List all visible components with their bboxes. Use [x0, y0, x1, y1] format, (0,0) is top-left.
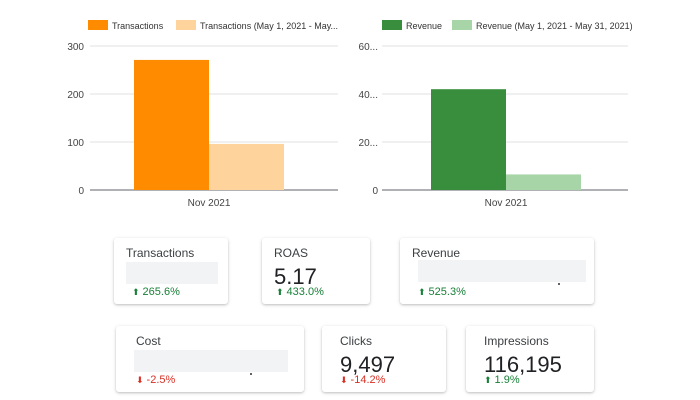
y-tick-label: 300	[67, 42, 84, 53]
y-tick-label: 0	[372, 186, 378, 197]
bar-1-1	[506, 174, 581, 190]
delta-value: -14.2%	[350, 374, 386, 386]
y-tick-label: 200	[67, 90, 84, 101]
legend-label: Transactions (May 1, 2021 - May...	[200, 21, 338, 31]
legend-label: Revenue	[406, 21, 442, 31]
redaction-dot	[250, 373, 252, 375]
bar-0-1	[209, 143, 284, 190]
y-tick-label: 20...	[359, 138, 378, 149]
redacted-value	[134, 350, 288, 375]
delta-value: 525.3%	[428, 286, 466, 298]
bar-1-0	[431, 89, 506, 190]
arrow-up-icon: ⬆	[484, 375, 492, 385]
arrow-up-icon: ⬆	[418, 287, 426, 297]
scorecard-title: Transactions	[126, 246, 195, 260]
legend-label: Transactions	[112, 21, 164, 31]
scorecard-revenue[interactable]: Revenue ⬆ 525.3%	[400, 238, 594, 304]
scorecard-title: Revenue	[412, 246, 461, 260]
scorecard-transactions[interactable]: Transactions ⬆ 265.6%	[114, 238, 228, 304]
arrow-up-icon: ⬆	[132, 287, 140, 297]
scorecard-cost[interactable]: Cost ⬇ -2.5%	[116, 326, 304, 392]
scorecard-value: 116,195	[484, 352, 562, 377]
legend-swatch	[382, 20, 402, 30]
scorecard-impressions[interactable]: Impressions 116,195 ⬆ 1.9%	[466, 326, 594, 392]
scorecard-value: 5.17	[274, 264, 317, 289]
scorecard-clicks[interactable]: Clicks 9,497 ⬇ -14.2%	[322, 326, 446, 392]
legend-swatch	[176, 20, 196, 30]
y-tick-label: 40...	[359, 90, 378, 101]
redaction-dot	[558, 283, 560, 285]
redacted-value	[418, 260, 586, 285]
scorecard-roas[interactable]: ROAS 5.17 ⬆ 433.0%	[262, 238, 370, 304]
legend-swatch	[88, 20, 108, 30]
y-tick-label: 0	[78, 186, 84, 197]
scorecard-title: Cost	[136, 334, 161, 348]
arrow-up-icon: ⬆	[276, 287, 284, 297]
redacted-value	[126, 262, 218, 284]
scorecard-delta: ⬆ 433.0%	[276, 286, 324, 298]
x-tick-label: Nov 2021	[485, 198, 528, 209]
scorecard-delta: ⬆ 1.9%	[484, 374, 520, 386]
scorecard-title: ROAS	[274, 246, 309, 260]
delta-value: 1.9%	[494, 374, 520, 386]
scorecard-delta: ⬇ -14.2%	[340, 374, 385, 386]
y-tick-label: 60...	[359, 42, 378, 53]
arrow-down-icon: ⬇	[340, 375, 348, 385]
scorecard-value: 9,497	[340, 352, 396, 377]
delta-value: -2.5%	[146, 374, 176, 386]
scorecard-title: Clicks	[340, 334, 372, 348]
scorecard-delta: ⬆ 525.3%	[418, 286, 466, 298]
arrow-down-icon: ⬇	[136, 375, 144, 385]
y-tick-label: 100	[67, 138, 84, 149]
legend-swatch	[452, 20, 472, 30]
charts-canvas: 0 100 200 300 Nov 2021 Transactions Transactio…	[67, 20, 633, 209]
scorecard-delta: ⬇ -2.5%	[136, 374, 175, 386]
scorecard-title: Impressions	[484, 334, 549, 348]
x-tick-label: Nov 2021	[188, 198, 231, 209]
delta-value: 433.0%	[286, 286, 324, 298]
bar-0-0	[134, 59, 209, 190]
legend-label: Revenue (May 1, 2021 - May 31, 2021)	[476, 21, 633, 31]
scorecard-delta: ⬆ 265.6%	[132, 286, 180, 298]
delta-value: 265.6%	[142, 286, 180, 298]
